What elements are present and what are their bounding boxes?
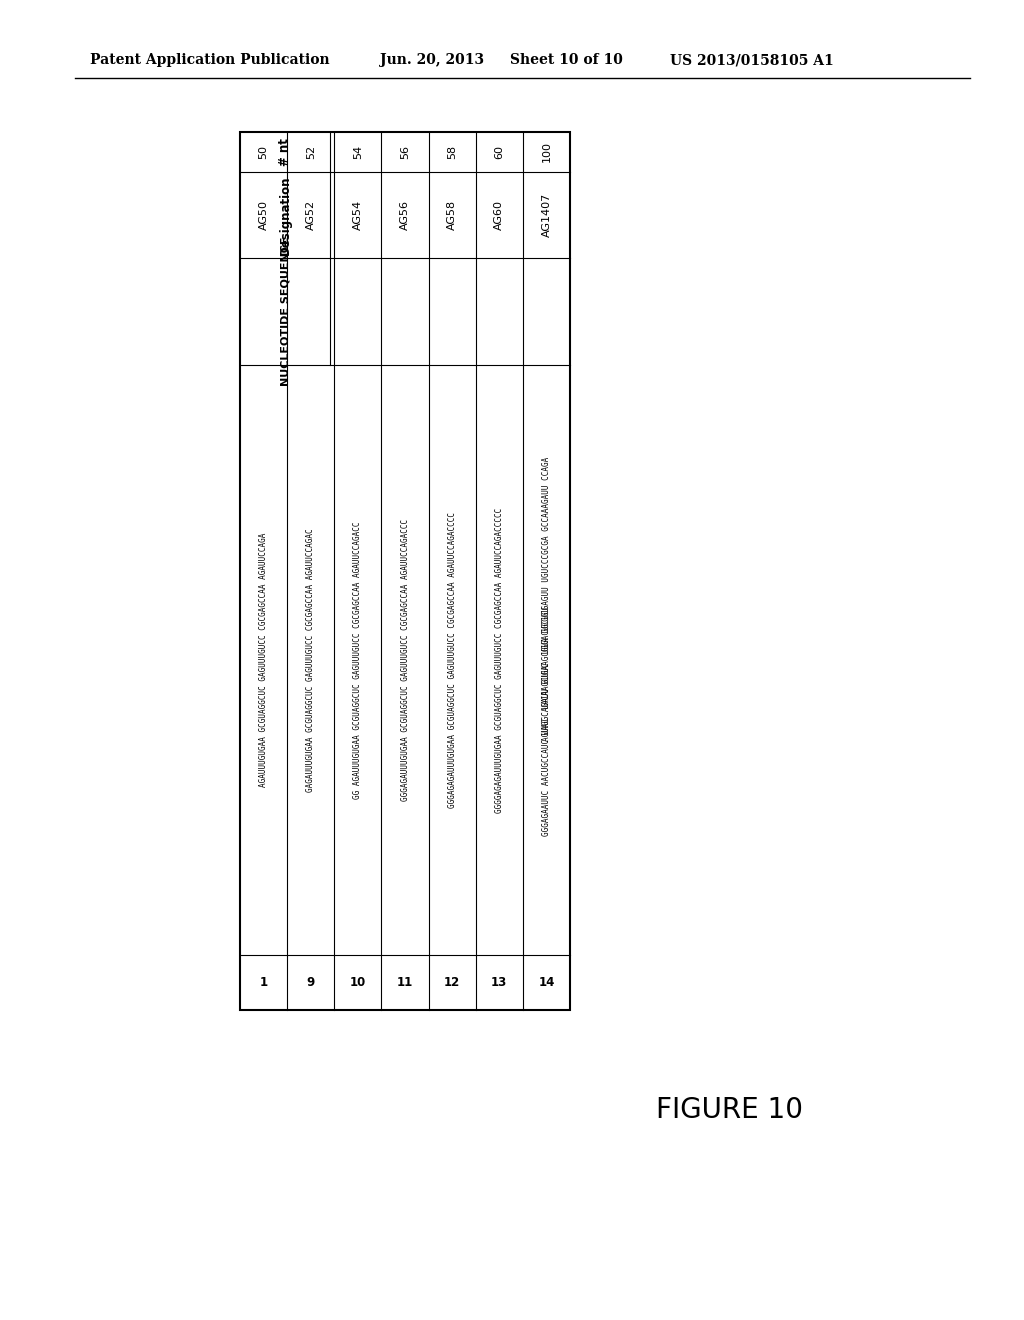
Text: Sheet 10 of 10: Sheet 10 of 10 [510,53,623,67]
Text: AGAUUUGUGAA GCGUAGGCUC GAGUUUGUCC CGCGAGCCAA AGAUUCCAGA: AGAUUUGUGAA GCGUAGGCUC GAGUUUGUCC CGCGAG… [259,533,268,787]
Text: AG54: AG54 [353,199,362,230]
Text: 60: 60 [495,145,504,158]
Text: 9: 9 [306,975,314,989]
Text: 58: 58 [447,145,457,160]
Text: AG50: AG50 [259,201,268,230]
Text: 10: 10 [350,975,366,989]
Text: AG60: AG60 [495,201,504,230]
Text: 1: 1 [259,975,267,989]
Text: NUCLEOTIDE SEQUENCE: NUCLEOTIDE SEQUENCE [280,236,290,387]
Text: AGUAC  UACAAGCUUC  UGGACUCGGU: AGUAC UACAAGCUUC UGGACUCGGU [542,607,551,741]
Text: 56: 56 [400,145,410,158]
Text: AG58: AG58 [447,199,457,230]
Text: 12: 12 [444,975,460,989]
Text: US 2013/0158105 A1: US 2013/0158105 A1 [670,53,834,67]
Bar [240,132,570,1010]
Text: FIGURE 10: FIGURE 10 [656,1096,804,1125]
Text: 13: 13 [492,975,508,989]
Text: # nt: # nt [279,139,292,166]
Text: 14: 14 [539,975,555,989]
Text: Jun. 20, 2013: Jun. 20, 2013 [380,53,484,67]
Text: GGGAGAAUUC AACUGCCAUC UAGGCAGAUU GUGAAGCGUA GGCUCGAGUU UGUCCCGCGA GCCAAAGAUU CCA: GGGAGAAUUC AACUGCCAUC UAGGCAGAUU GUGAAGC… [542,457,551,836]
Text: AG56: AG56 [400,201,410,230]
Text: 54: 54 [353,145,362,160]
Text: Designation: Designation [279,176,292,255]
Text: GGGAGAGAUUUGUGAA GCGUAGGCUC GAGUUUGUCC CGCGAGCCAA AGAUUCCAGACCCC: GGGAGAGAUUUGUGAA GCGUAGGCUC GAGUUUGUCC C… [447,512,457,808]
Text: GGGAGAUUUGUGAA GCGUAGGCUC GAGUUUGUCC CGCGAGCCAA AGAUUCCAGACCC: GGGAGAUUUGUGAA GCGUAGGCUC GAGUUUGUCC CGC… [400,519,410,801]
Text: AG1407: AG1407 [542,193,552,238]
Text: AG52: AG52 [306,199,315,230]
Text: 11: 11 [397,975,413,989]
Text: GAGAUUUGUGAA GCGUAGGCUC GAGUUUGUCC CGCGAGCCAA AGAUUCCAGAC: GAGAUUUGUGAA GCGUAGGCUC GAGUUUGUCC CGCGA… [306,528,315,792]
Text: 50: 50 [259,145,268,158]
Text: GG AGAUUUGUGAA GCGUAGGCUC GAGUUUGUCC CGCGAGCCAA AGAUUCCAGACC: GG AGAUUUGUGAA GCGUAGGCUC GAGUUUGUCC CGC… [353,521,362,799]
Text: Patent Application Publication: Patent Application Publication [90,53,330,67]
Text: GGGGAGAGAUUUGUGAA GCGUAGGCUC GAGUUUGUCC CGCGAGCCAA AGAUUCCAGACCCCC: GGGGAGAGAUUUGUGAA GCGUAGGCUC GAGUUUGUCC … [495,507,504,813]
Text: 100: 100 [542,141,552,162]
Text: 52: 52 [306,145,315,160]
